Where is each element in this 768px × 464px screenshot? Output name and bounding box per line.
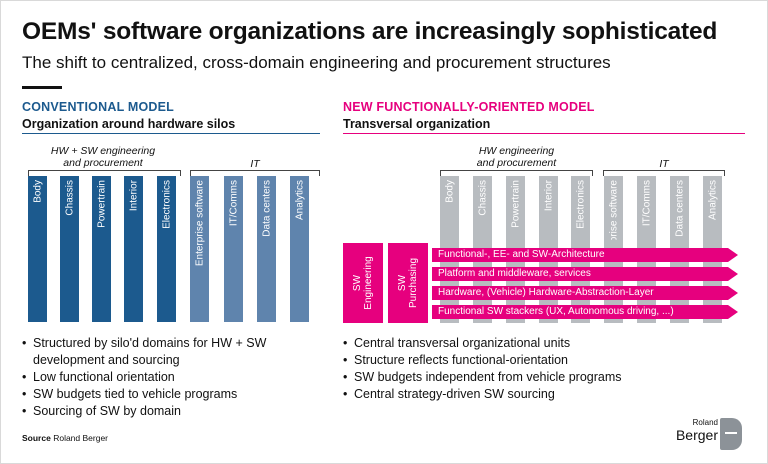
conventional-bar-analytics: Analytics <box>290 176 309 322</box>
layer-arrow-icon <box>728 305 738 319</box>
layer-arrow-icon <box>728 267 738 281</box>
conventional-bar-interior: Interior <box>124 176 143 322</box>
sw-engineering-line1: SW <box>352 274 363 292</box>
conventional-group-it-label: IT <box>250 158 260 170</box>
conventional-bar-label: Data centers <box>261 180 272 237</box>
layer-bar-2: Platform and middleware, services <box>432 267 728 281</box>
new-bar-label: Analytics <box>707 180 718 221</box>
conventional-subheading: Organization around hardware silos <box>22 117 236 131</box>
page-title: OEMs' software organizations are increas… <box>22 18 718 45</box>
conventional-bar-chassis: Chassis <box>60 176 79 322</box>
conventional-bar-label: Electronics <box>161 180 172 229</box>
conventional-bar-powertrain: Powertrain <box>92 176 111 322</box>
new-group-it-label: IT <box>659 158 669 170</box>
new-group-hw-bracket <box>440 170 593 176</box>
layer-bar-4: Functional SW stackers (UX, Autonomous d… <box>432 305 728 319</box>
sw-engineering-line2: Engineering <box>363 256 374 310</box>
conventional-bullet-item: SW budgets tied to vehicle programs <box>22 386 322 403</box>
new-bar-label: Enterprise software <box>608 180 619 240</box>
logo-line1: Roland <box>692 418 718 427</box>
sw-purchasing-line2: Purchasing <box>408 257 419 309</box>
conventional-bar-body: Body <box>28 176 47 322</box>
new-model-heading: NEW FUNCTIONALLY-ORIENTED MODEL <box>343 100 595 114</box>
source-text: Roland Berger <box>53 433 109 443</box>
roland-berger-logo: Roland Berger <box>674 418 744 452</box>
conventional-group-hw-line2: and procurement <box>63 157 143 169</box>
logo-mark-icon <box>720 418 742 450</box>
sw-purchasing-line1: SW <box>397 274 408 292</box>
conventional-bullet-item: Low functional orientation <box>22 369 322 386</box>
new-model-subheading: Transversal organization <box>343 117 491 131</box>
sw-purchasing-label: SW Purchasing <box>397 258 419 308</box>
logo-line2: Berger <box>675 427 718 443</box>
new-bar-label: Powertrain <box>510 180 521 228</box>
new-model-bullet-list: Central transversal organizational units… <box>343 335 743 403</box>
new-bar-label: Body <box>444 180 455 203</box>
new-group-hw-line2: and procurement <box>476 157 557 169</box>
conventional-divider <box>22 133 320 134</box>
conventional-bar-label: IT/Comms <box>228 180 239 227</box>
source-label: Source <box>22 433 51 443</box>
conventional-bar-label: Body <box>32 180 43 203</box>
sw-purchasing-unit: SW Purchasing <box>388 243 428 323</box>
title-rule <box>22 86 62 89</box>
conventional-bar-label: Powertrain <box>96 180 107 228</box>
new-group-hw-line1: HW engineering <box>478 145 555 157</box>
conventional-bar-electronics: Electronics <box>157 176 176 322</box>
source-note: Source Roland Berger <box>22 433 108 443</box>
new-model-divider <box>343 133 745 134</box>
new-model-bullet-item: SW budgets independent from vehicle prog… <box>343 369 743 386</box>
conventional-bullet-list: Structured by silo'd domains for HW + SW… <box>22 335 322 420</box>
new-group-hw-label: HW engineering and procurement <box>440 145 593 169</box>
sw-engineering-label: SW Engineering <box>352 256 374 309</box>
conventional-bar-label: Analytics <box>294 180 305 221</box>
layer-bar-1: Functional-, EE- and SW-Architecture <box>432 248 728 262</box>
new-model-bullet-item: Central strategy-driven SW sourcing <box>343 386 743 403</box>
layer-arrow-icon <box>728 248 738 262</box>
new-bar-label: Interior <box>543 180 554 212</box>
page-subtitle: The shift to centralized, cross-domain e… <box>22 53 611 72</box>
conventional-bullet-item: Sourcing of SW by domain <box>22 403 322 420</box>
new-bar-label: Electronics <box>575 180 586 229</box>
new-bar-label: IT/Comms <box>641 180 652 227</box>
conventional-bar-label: Chassis <box>64 180 75 216</box>
layer-arrow-icon <box>728 286 738 300</box>
new-model-bullet-item: Structure reflects functional-orientatio… <box>343 352 743 369</box>
layer-bar-3: Hardware, (Vehicle) Hardware-Abstraction… <box>432 286 728 300</box>
new-bar-label: Data centers <box>674 180 685 237</box>
conventional-group-hw-bracket <box>28 170 181 176</box>
conventional-bar-enterprise-software: Enterprise software <box>190 176 209 322</box>
conventional-bar-label: Interior <box>128 180 139 212</box>
new-model-bullet-item: Central transversal organizational units <box>343 335 743 352</box>
conventional-bullet-item: Structured by silo'd domains for HW + SW… <box>22 335 322 369</box>
new-group-it-bracket <box>603 170 725 176</box>
conventional-bar-it-comms: IT/Comms <box>224 176 243 322</box>
conventional-group-hw-line1: HW + SW engineering <box>50 145 156 157</box>
conventional-bar-label: Enterprise software <box>194 180 205 267</box>
conventional-group-hw-label: HW + SW engineering and procurement <box>28 145 178 169</box>
conventional-bar-data-centers: Data centers <box>257 176 276 322</box>
conventional-group-it-bracket <box>190 170 320 176</box>
conventional-heading: CONVENTIONAL MODEL <box>22 100 174 114</box>
sw-engineering-unit: SW Engineering <box>343 243 383 323</box>
new-bar-label: Chassis <box>477 180 488 216</box>
